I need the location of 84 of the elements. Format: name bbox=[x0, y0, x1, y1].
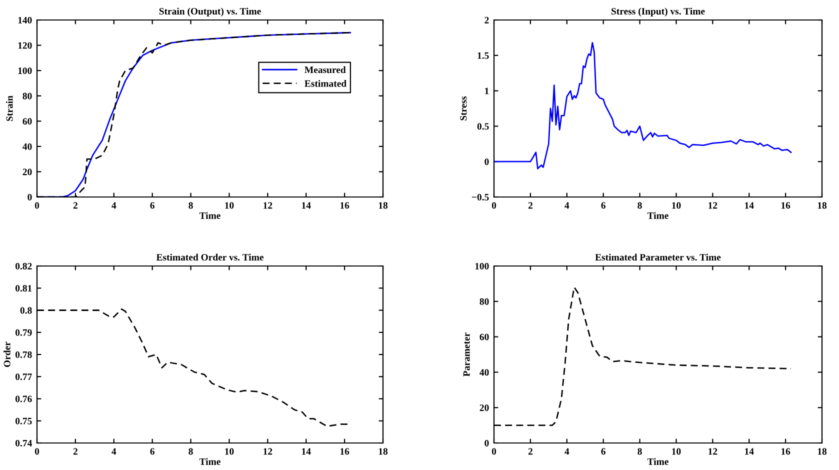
y-tick-label: 80 bbox=[480, 298, 489, 305]
y-axis-title: Parameter bbox=[463, 332, 470, 376]
x-tick-label: 18 bbox=[378, 202, 388, 209]
x-tick-label: 2 bbox=[528, 202, 532, 209]
y-tick-label: 2 bbox=[484, 16, 489, 24]
y-tick-label: 100 bbox=[475, 262, 489, 270]
x-tick-label: 8 bbox=[638, 202, 642, 209]
y-tick-label: 0.79 bbox=[15, 329, 32, 336]
x-tick-label: 6 bbox=[601, 202, 606, 209]
x-tick-label: 6 bbox=[150, 448, 154, 455]
y-tick-label: 0.77 bbox=[15, 374, 32, 380]
legend-label: Measured bbox=[304, 66, 346, 74]
line-series bbox=[494, 42, 792, 170]
x-tick-label: 18 bbox=[818, 448, 827, 455]
x-tick-label: 2 bbox=[528, 448, 532, 455]
y-tick-label: 0.74 bbox=[15, 440, 32, 447]
x-tick-label: 4 bbox=[564, 448, 570, 455]
y-tick-label: 1.5 bbox=[478, 52, 489, 59]
x-tick-label: 12 bbox=[264, 202, 272, 209]
y-tick-label: 0.5 bbox=[477, 123, 489, 130]
x-tick-label: 6 bbox=[601, 448, 606, 455]
chart-title: Strain (Output) vs. Time bbox=[159, 8, 261, 17]
chart-title: Stress (Input) vs. Time bbox=[612, 8, 705, 17]
legend-label: Estimated bbox=[304, 80, 346, 87]
y-tick-label: 0 bbox=[28, 194, 32, 200]
x-tick-label: 12 bbox=[708, 202, 718, 209]
x-axis-title: Time bbox=[647, 458, 668, 465]
y-tick-label: 60 bbox=[22, 118, 32, 125]
x-tick-label: 2 bbox=[73, 448, 78, 455]
y-axis-title: Strain bbox=[6, 96, 13, 121]
y-tick-label: 100 bbox=[18, 67, 32, 74]
y-tick-label: 40 bbox=[480, 369, 489, 376]
y-tick-label: 0 bbox=[484, 440, 489, 446]
y-tick-label: 0.76 bbox=[15, 396, 32, 402]
y-tick-label: 20 bbox=[22, 168, 32, 176]
x-axis-title: Time bbox=[647, 212, 668, 219]
x-tick-label: 10 bbox=[672, 448, 681, 455]
x-tick-label: 2 bbox=[73, 202, 78, 209]
x-tick-label: 8 bbox=[188, 202, 193, 209]
x-tick-label: 0 bbox=[34, 202, 40, 209]
chart-title: Estimated Parameter vs. Time bbox=[595, 254, 721, 261]
y-tick-label: 120 bbox=[18, 42, 32, 49]
y-tick-label: 0 bbox=[484, 158, 489, 166]
x-tick-label: 4 bbox=[564, 202, 570, 209]
y-tick-label: 140 bbox=[18, 16, 32, 24]
y-tick-label: 20 bbox=[480, 404, 489, 412]
x-tick-label: 6 bbox=[150, 202, 154, 209]
y-tick-label: 0.82 bbox=[15, 262, 32, 270]
x-axis-title: Time bbox=[199, 458, 220, 465]
x-tick-label: 14 bbox=[302, 448, 311, 455]
x-tick-label: 18 bbox=[818, 202, 827, 209]
y-tick-label: 0.8 bbox=[20, 307, 32, 314]
x-tick-label: 4 bbox=[112, 448, 116, 455]
y-tick-label: 0.81 bbox=[15, 285, 32, 292]
x-tick-label: 16 bbox=[781, 202, 790, 209]
y-axis-title: Order bbox=[4, 342, 10, 367]
x-tick-label: 0 bbox=[492, 202, 496, 209]
x-tick-label: 8 bbox=[188, 448, 193, 455]
x-tick-label: 12 bbox=[264, 448, 272, 455]
x-tick-label: 18 bbox=[378, 448, 388, 455]
x-tick-label: 4 bbox=[112, 202, 116, 209]
y-tick-label: 40 bbox=[22, 143, 32, 150]
y-axis-title: Stress bbox=[460, 96, 467, 120]
y-tick-label: 0.75 bbox=[15, 418, 32, 424]
x-tick-label: 10 bbox=[672, 202, 681, 209]
x-tick-label: 0 bbox=[492, 448, 496, 455]
chart-title: Estimated Order vs. Time bbox=[156, 254, 264, 261]
x-tick-label: 14 bbox=[745, 448, 754, 455]
y-tick-label: 60 bbox=[480, 334, 489, 340]
y-tick-label: −0.5 bbox=[472, 194, 489, 201]
x-tick-label: 10 bbox=[225, 202, 234, 209]
y-tick-label: 0.78 bbox=[15, 351, 32, 358]
x-tick-label: 16 bbox=[340, 202, 350, 209]
x-tick-label: 16 bbox=[781, 448, 790, 455]
y-tick-label: 1 bbox=[485, 88, 489, 94]
x-axis-title: Time bbox=[199, 212, 220, 219]
x-tick-label: 14 bbox=[745, 202, 754, 209]
x-tick-label: 10 bbox=[225, 448, 234, 455]
x-tick-label: 12 bbox=[708, 448, 718, 455]
x-tick-label: 16 bbox=[340, 448, 350, 455]
x-tick-label: 0 bbox=[34, 448, 40, 455]
y-tick-label: 80 bbox=[22, 92, 32, 100]
x-tick-label: 8 bbox=[638, 448, 642, 455]
x-tick-label: 14 bbox=[302, 202, 311, 209]
